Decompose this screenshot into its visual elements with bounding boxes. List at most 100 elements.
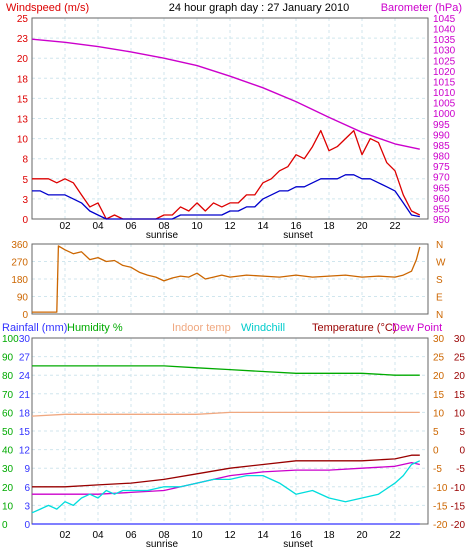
rain-tick-label: 9 [24, 464, 30, 475]
time-tick-label-bottom: 04 [92, 530, 104, 541]
temp-tick-label-outer: -10 [451, 483, 466, 494]
wind-tick-label: 15 [17, 94, 29, 105]
rain-tick-label: 3 [24, 501, 30, 512]
wind-tick-label: 3 [22, 195, 28, 206]
time-tick-label-bottom: 08 [158, 530, 170, 541]
rain-tick-label: 18 [19, 408, 31, 419]
humidity-tick-label: 50 [2, 427, 14, 438]
barometer-tick-label: 1025 [433, 56, 456, 67]
barometer-tick-label: 955 [433, 204, 450, 215]
barometer-tick-label: 960 [433, 194, 450, 205]
wind-gust-line [32, 129, 421, 220]
direction-tick-label: 270 [11, 258, 28, 269]
rain-tick-label: 24 [19, 371, 31, 382]
barometer-axis-label: Barometer (hPa) [381, 2, 462, 14]
rain-tick-label: 27 [19, 353, 31, 364]
time-tick-label: 04 [92, 221, 104, 232]
temp-tick-label-outer: 20 [454, 371, 466, 382]
time-tick-label-bottom: 14 [257, 530, 269, 541]
legend-windchill: Windchill [241, 322, 285, 334]
temp-tick-label-outer: 30 [454, 334, 466, 345]
time-tick-label-bottom: 02 [59, 530, 71, 541]
temp-tick-label-outer: 25 [454, 353, 466, 364]
legend-temperature: Temperature (°C) [312, 322, 396, 334]
temp-tick-label-outer: -15 [451, 501, 466, 512]
chart-title: 24 hour graph day : 27 January 2010 [169, 2, 349, 14]
time-tick-label: 18 [323, 221, 335, 232]
compass-tick-label: S [436, 275, 443, 286]
barometer-tick-label: 990 [433, 130, 450, 141]
temp-tick-label-outer: 10 [454, 408, 466, 419]
wind-direction-line [32, 245, 421, 313]
humidity-tick-label: 0 [2, 520, 8, 531]
legend-indoor-temp: Indoor temp [172, 322, 231, 334]
legend-dew-point: Dew Point [392, 322, 442, 334]
time-tick-label: 12 [224, 221, 236, 232]
indoor-temp-line [31, 411, 420, 417]
compass-tick-label: E [436, 293, 443, 304]
humidity-line [32, 365, 420, 376]
temp-tick-label-outer: 5 [459, 427, 465, 438]
barometer-tick-label: 1010 [433, 88, 456, 99]
time-tick-label: 14 [257, 221, 269, 232]
tick-labels: 2523201815131085301045104010351030102510… [2, 14, 465, 541]
wind-panel-frame [31, 17, 429, 220]
direction-panel-frame [31, 243, 429, 315]
temperature-line [32, 454, 420, 488]
barometer-tick-label: 950 [433, 215, 450, 226]
barometer-tick-label: 970 [433, 173, 450, 184]
wind-tick-label: 13 [17, 115, 29, 126]
humidity-tick-label: 20 [2, 483, 14, 494]
time-tick-label: 16 [290, 221, 302, 232]
direction-tick-label: 180 [11, 275, 28, 286]
humidity-tick-label: 40 [2, 446, 14, 457]
temp-tick-label-inner: 0 [433, 446, 439, 457]
temp-tick-label-inner: -20 [433, 520, 448, 531]
rain-tick-label: 0 [24, 520, 30, 531]
wind-tick-label: 18 [17, 74, 29, 85]
barometer-tick-label: 1005 [433, 99, 456, 110]
temp-tick-label-inner: -10 [433, 483, 448, 494]
sunrise-label: sunrise [146, 230, 179, 241]
sunset-label: sunset [283, 230, 313, 241]
barometer-tick-label: 1035 [433, 35, 456, 46]
time-tick-label: 20 [356, 221, 368, 232]
time-tick-label-bottom: 20 [356, 530, 368, 541]
wind-tick-label: 10 [17, 135, 29, 146]
temp-tick-label-outer: 0 [459, 446, 465, 457]
series-lines [31, 38, 421, 525]
wind-tick-label: 8 [22, 155, 28, 166]
direction-tick-label: 90 [17, 293, 29, 304]
temp-tick-label-outer: 15 [454, 390, 466, 401]
time-tick-label: 02 [59, 221, 71, 232]
temp-tick-label-inner: 15 [433, 390, 445, 401]
direction-tick-label: 360 [11, 240, 28, 251]
temp-tick-label-inner: -15 [433, 501, 448, 512]
time-tick-label-bottom: 18 [323, 530, 335, 541]
direction-tick-label: 0 [22, 310, 28, 321]
humidity-tick-label: 30 [2, 464, 14, 475]
time-tick-label: 10 [191, 221, 203, 232]
temp-tick-label-inner: 20 [433, 371, 445, 382]
time-tick-label: 06 [125, 221, 137, 232]
time-tick-label-bottom: 22 [389, 530, 401, 541]
humidity-tick-label: 60 [2, 408, 14, 419]
compass-tick-label: W [436, 258, 446, 269]
wind-tick-label: 25 [17, 14, 29, 25]
barometer-tick-label: 1030 [433, 46, 456, 57]
wind-tick-label: 5 [22, 175, 28, 186]
barometer-tick-label: 1015 [433, 77, 456, 88]
windspeed-axis-label: Windspeed (m/s) [6, 2, 89, 14]
rain-tick-label: 30 [19, 334, 31, 345]
barometer-tick-label: 995 [433, 120, 450, 131]
humidity-tick-label: 80 [2, 371, 14, 382]
temp-tick-label-inner: -5 [433, 464, 442, 475]
humidity-tick-label: 70 [2, 390, 14, 401]
barometer-tick-label: 1045 [433, 14, 456, 25]
time-tick-label-bottom: 10 [191, 530, 203, 541]
legend-humidity: Humidity % [67, 322, 123, 334]
wind-tick-label: 23 [17, 34, 29, 45]
barometer-tick-label: 1000 [433, 109, 456, 120]
humidity-tick-label: 10 [2, 501, 14, 512]
